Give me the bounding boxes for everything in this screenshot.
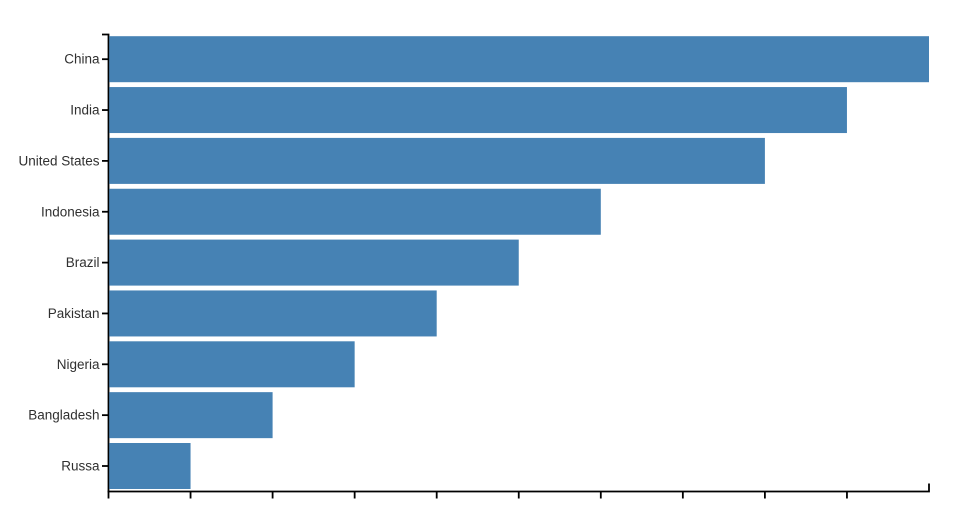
y-tick-label-indonesia: Indonesia [41,204,100,219]
y-tick-label-china: China [64,52,100,67]
y-tick-label-nigeria: Nigeria [57,357,100,372]
bar-india [109,87,847,134]
bar-bangladesh [109,392,273,439]
y-tick-label-india: India [70,103,100,118]
y-tick-label-brazil: Brazil [66,255,100,270]
x-axis [107,483,930,499]
y-axis-line [102,33,110,492]
bar-united-states [109,137,765,184]
y-tick-label-united-states: United States [18,153,99,168]
bar-russa [109,443,191,489]
bar-pakistan [109,290,437,337]
y-tick-label-bangladesh: Bangladesh [28,408,99,423]
y-tick-label-pakistan: Pakistan [48,306,100,321]
bar-brazil [109,239,519,286]
x-axis-line [107,483,930,493]
bar-indonesia [109,188,601,235]
y-tick-label-russa: Russa [61,459,100,474]
y-axis [102,33,110,492]
bar-china [109,36,929,83]
bar-nigeria [109,341,355,388]
y-labels-group: China India United States Indonesia Brazil Pa… [18,52,108,474]
bars-group [109,36,929,489]
